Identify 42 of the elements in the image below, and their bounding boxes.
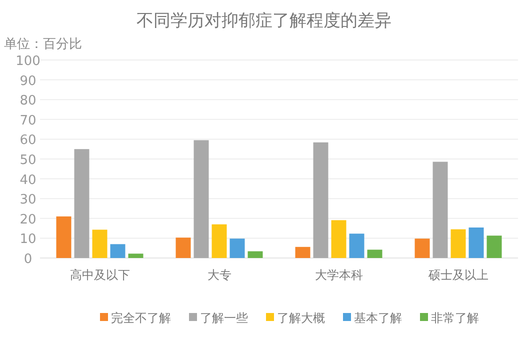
bar bbox=[248, 251, 263, 258]
bar bbox=[450, 229, 466, 258]
legend-label: 了解一些 bbox=[200, 311, 248, 325]
legend-label: 完全不了解 bbox=[111, 311, 171, 325]
y-tick-label: 30 bbox=[20, 192, 36, 208]
y-tick-label: 80 bbox=[20, 94, 36, 109]
bar bbox=[331, 220, 346, 258]
y-tick-label: 20 bbox=[20, 212, 36, 228]
legend-label: 非常了解 bbox=[431, 311, 479, 325]
bar bbox=[349, 234, 364, 258]
bar bbox=[313, 142, 328, 258]
bar bbox=[92, 230, 108, 258]
x-tick-label: 高中及以下 bbox=[70, 268, 130, 282]
x-tick-label: 大专 bbox=[207, 268, 232, 282]
y-tick-label: 100 bbox=[16, 54, 40, 69]
bar bbox=[194, 140, 209, 258]
legend-label: 了解大概 bbox=[277, 311, 325, 325]
bar bbox=[432, 162, 448, 258]
bar bbox=[212, 224, 227, 258]
y-tick-label: 70 bbox=[20, 113, 36, 128]
y-tick-label: 60 bbox=[20, 133, 36, 148]
bar bbox=[128, 254, 144, 258]
bar bbox=[295, 246, 310, 258]
legend-label: 基本了解 bbox=[354, 311, 402, 325]
chart-title: 不同学历对抑郁症了解程度的差异 bbox=[136, 11, 392, 31]
y-tick-label: 40 bbox=[20, 172, 36, 188]
bar bbox=[56, 216, 72, 258]
y-tick-label: 0 bbox=[24, 252, 32, 267]
bar bbox=[367, 250, 382, 258]
x-tick-label: 硕士及以上 bbox=[427, 268, 488, 282]
bar bbox=[110, 244, 126, 258]
x-tick-label: 大学本科 bbox=[314, 268, 363, 282]
bar bbox=[74, 149, 90, 258]
y-tick-label: 10 bbox=[20, 232, 36, 248]
bar bbox=[176, 238, 191, 258]
text: 单位：百分比 bbox=[4, 37, 82, 52]
y-tick-label: 90 bbox=[20, 74, 36, 89]
bar bbox=[230, 238, 245, 258]
bar bbox=[468, 228, 484, 258]
bar bbox=[486, 236, 502, 258]
y-tick-label: 50 bbox=[20, 153, 36, 168]
bar bbox=[414, 238, 430, 258]
